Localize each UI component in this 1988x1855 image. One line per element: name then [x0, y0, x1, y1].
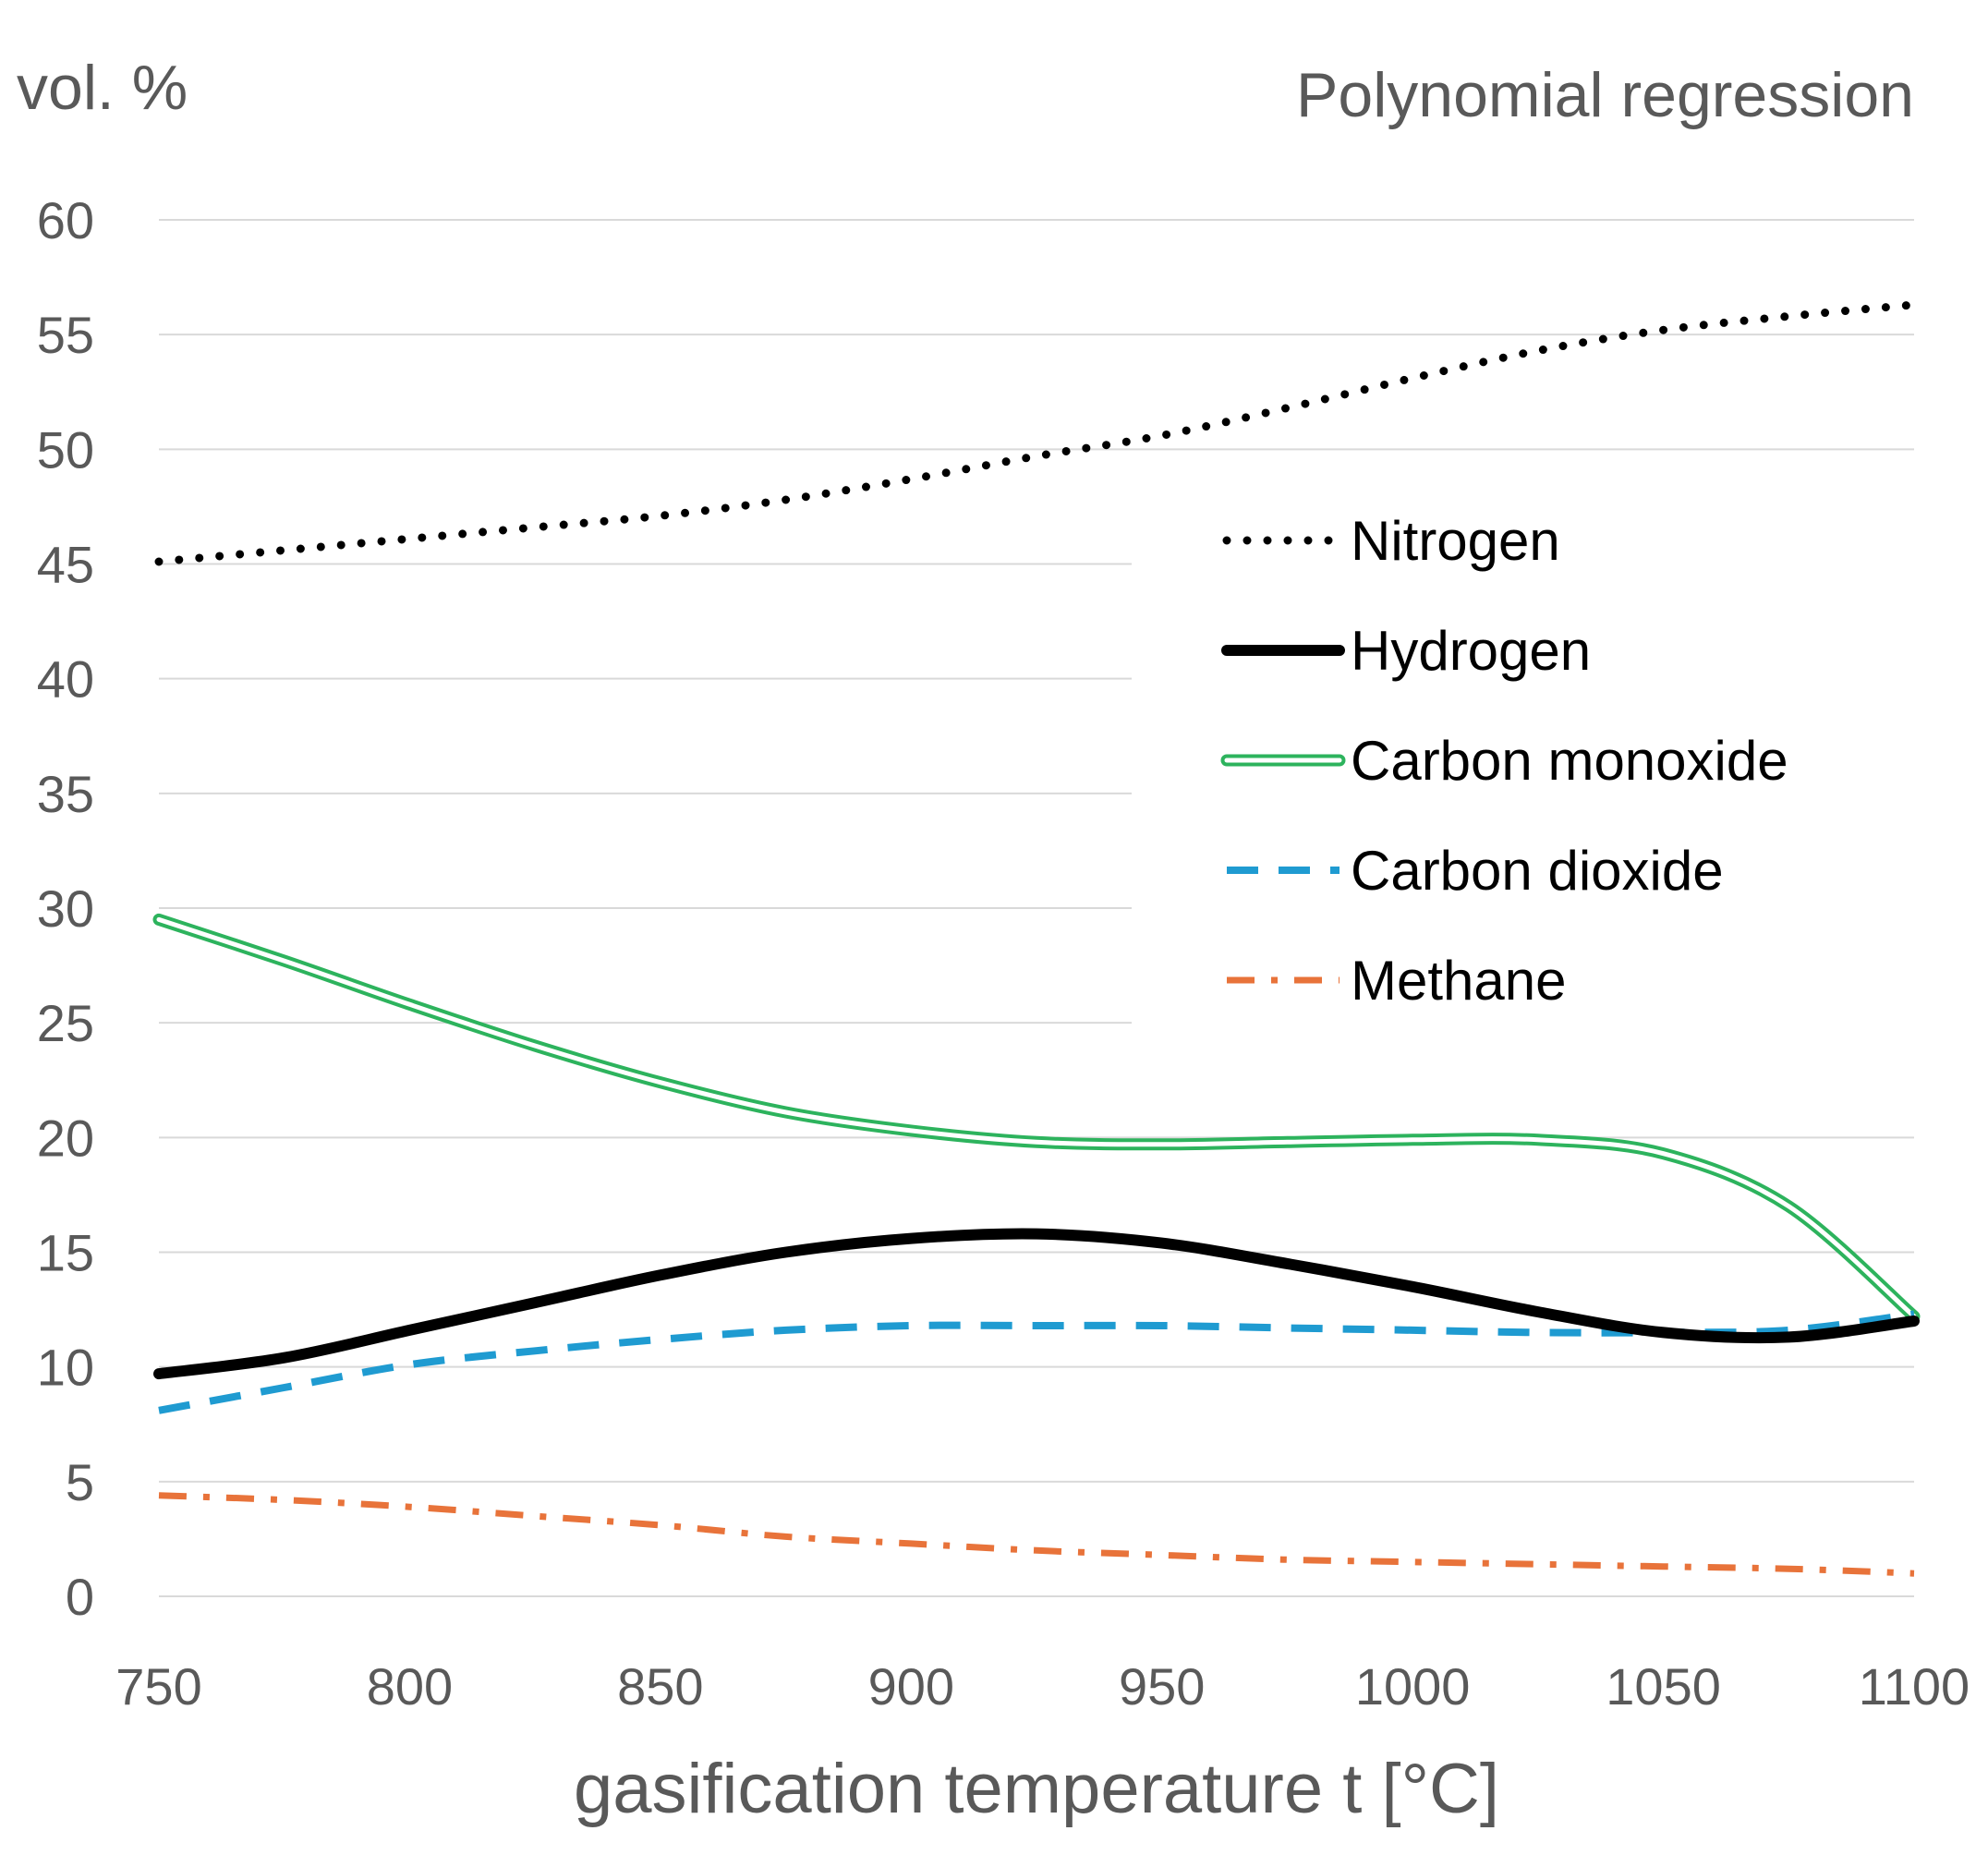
x-tick-label-1000: 1000: [1355, 1657, 1471, 1716]
y-tick-label-20: 20: [37, 1109, 94, 1167]
series-methane-line: [158, 1492, 1915, 1577]
legend-hydrogen-label: Hydrogen: [1351, 620, 1591, 682]
y-axis-ticks: 0 5 10 15 20 25 30 35 40 45 50 55 60: [37, 191, 94, 1626]
x-tick-label-900: 900: [868, 1657, 954, 1716]
y-tick-label-45: 45: [37, 536, 94, 594]
x-tick-label-800: 800: [367, 1657, 453, 1716]
x-tick-label-1100: 1100: [1859, 1657, 1970, 1716]
x-tick-label-950: 950: [1119, 1657, 1205, 1716]
series-carbon-monoxide: [152, 913, 1921, 1323]
x-tick-label-850: 850: [617, 1657, 703, 1716]
y-tick-label-25: 25: [37, 994, 94, 1052]
y-tick-label-10: 10: [37, 1339, 94, 1397]
legend-nitrogen: Nitrogen: [1222, 510, 1560, 572]
legend-carbon-dioxide-label: Carbon dioxide: [1351, 840, 1724, 902]
series-lines: [152, 300, 1921, 1577]
legend-methane-label: Methane: [1351, 950, 1567, 1012]
x-tick-label-750: 750: [115, 1657, 201, 1716]
y-tick-label-55: 55: [37, 306, 94, 364]
legend-methane: Methane: [1227, 950, 1567, 1012]
legend-carbon-monoxide: Carbon monoxide: [1220, 730, 1788, 792]
y-tick-label-60: 60: [37, 191, 94, 249]
y-tick-label-30: 30: [37, 879, 94, 938]
legend-hydrogen: Hydrogen: [1221, 620, 1591, 682]
y-tick-label-15: 15: [37, 1224, 94, 1282]
x-tick-label-1050: 1050: [1606, 1657, 1721, 1716]
y-tick-label-0: 0: [66, 1568, 94, 1626]
legend-carbon-dioxide: Carbon dioxide: [1227, 840, 1724, 902]
legend-carbon-monoxide-label: Carbon monoxide: [1351, 730, 1788, 792]
x-axis-ticks: 750 800 850 900 950 1000 1050 1100: [115, 1657, 1970, 1716]
series-carbon-monoxide-line-inner: [156, 916, 1917, 1319]
legend: Nitrogen Hydrogen Carbon monoxide Carbon di…: [1220, 510, 1788, 1012]
x-axis-title: gasification temperature t [°C]: [574, 1750, 1499, 1828]
series-hydrogen-line: [153, 1228, 1920, 1380]
chart-title: Polynomial regression: [1296, 60, 1914, 130]
y-tick-label-50: 50: [37, 420, 94, 479]
series-nitrogen-line: [154, 300, 1919, 566]
series-methane: [158, 1492, 1915, 1577]
y-tick-label-40: 40: [37, 650, 94, 709]
legend-nitrogen-label: Nitrogen: [1351, 510, 1560, 572]
series-nitrogen: [154, 300, 1919, 566]
y-tick-label-35: 35: [37, 765, 94, 823]
series-hydrogen: [153, 1228, 1920, 1380]
y-tick-label-5: 5: [66, 1453, 94, 1511]
y-axis-title: vol. %: [17, 53, 188, 123]
